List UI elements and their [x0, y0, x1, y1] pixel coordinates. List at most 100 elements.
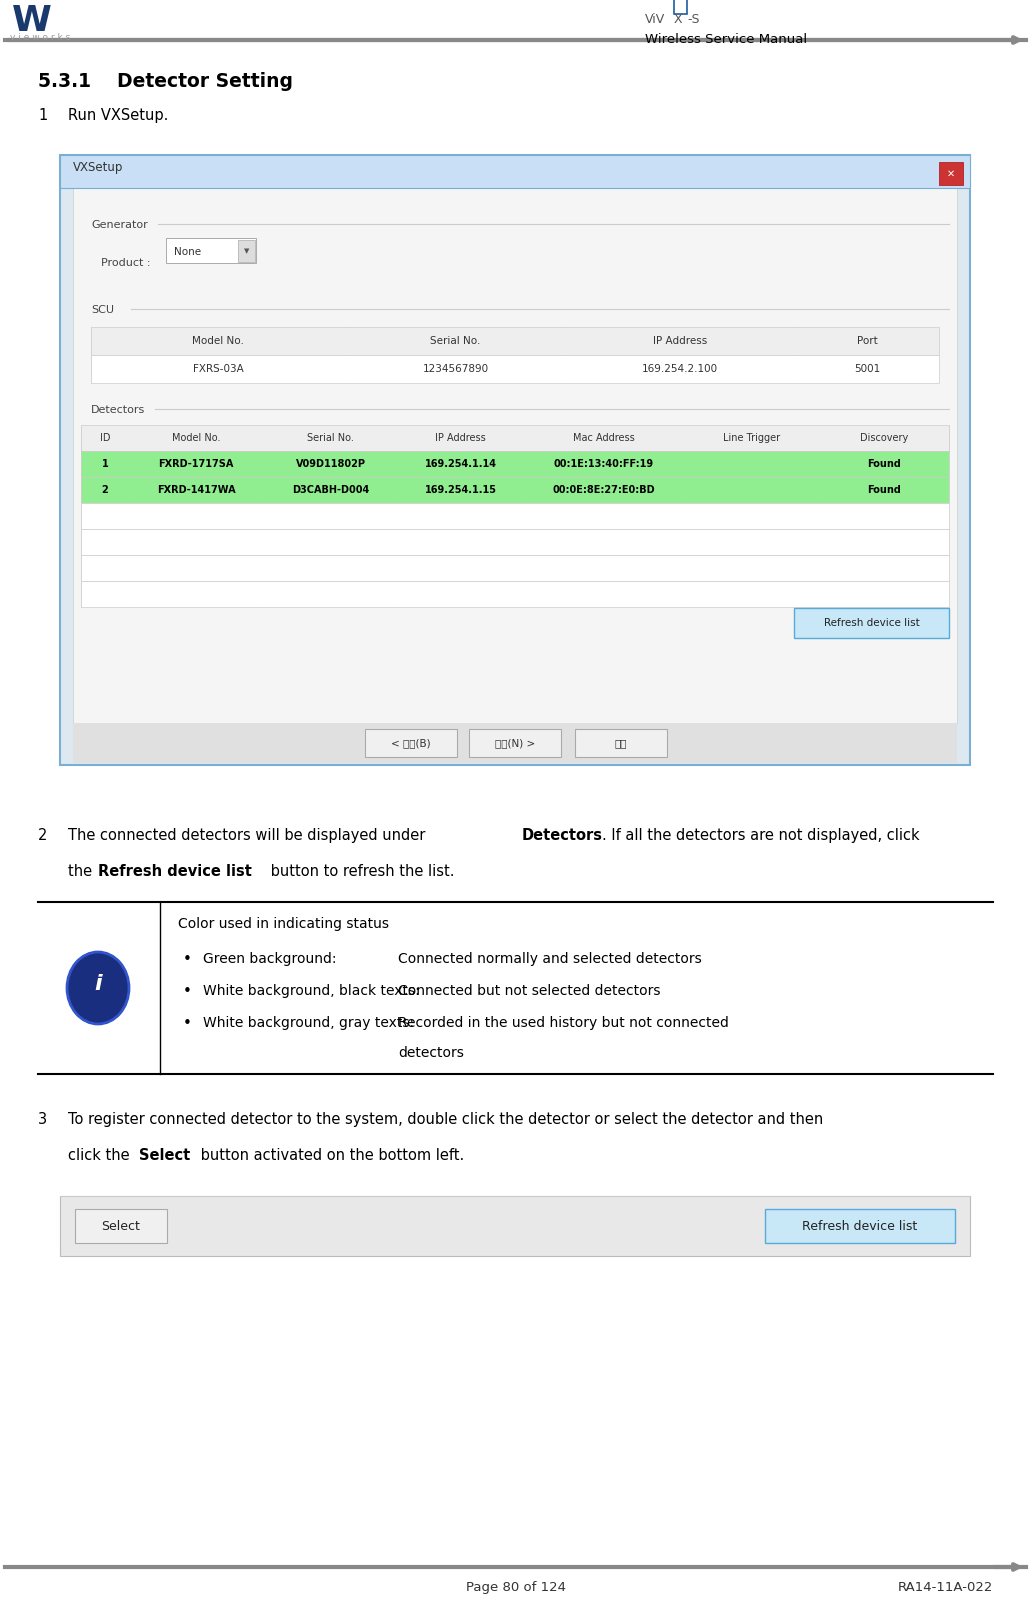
- Text: IP Address: IP Address: [435, 432, 487, 444]
- Bar: [60, 154, 970, 188]
- Text: Refresh device list: Refresh device list: [802, 1220, 918, 1233]
- Bar: [81, 529, 949, 554]
- Text: IP Address: IP Address: [654, 336, 707, 346]
- Ellipse shape: [67, 951, 129, 1024]
- Text: Select: Select: [138, 1147, 190, 1163]
- Text: Connected but not selected detectors: Connected but not selected detectors: [398, 983, 661, 998]
- Text: 취소: 취소: [614, 738, 627, 747]
- Text: ID: ID: [100, 432, 110, 444]
- Text: 5001: 5001: [854, 365, 880, 374]
- Bar: [81, 503, 949, 529]
- Text: i: i: [94, 974, 102, 995]
- Text: Page 80 of 124: Page 80 of 124: [466, 1581, 565, 1594]
- Text: 2: 2: [38, 828, 47, 844]
- Bar: [575, 730, 667, 757]
- Bar: [75, 1208, 167, 1242]
- Text: Green background:: Green background:: [203, 951, 336, 966]
- Bar: [81, 554, 949, 582]
- Text: Port: Port: [857, 336, 877, 346]
- Bar: [73, 723, 957, 763]
- Text: RA14-11A-022: RA14-11A-022: [898, 1581, 993, 1594]
- Bar: [238, 239, 255, 262]
- Text: 1: 1: [38, 108, 47, 124]
- Text: To register connected detector to the system, double click the detector or selec: To register connected detector to the sy…: [68, 1112, 823, 1127]
- Text: Connected normally and selected detectors: Connected normally and selected detector…: [398, 951, 702, 966]
- Text: 1234567890: 1234567890: [423, 365, 489, 374]
- Text: Generator: Generator: [91, 220, 147, 230]
- Text: 1: 1: [101, 460, 108, 469]
- Text: ViV: ViV: [645, 13, 665, 26]
- Bar: [81, 477, 949, 503]
- Text: Select: Select: [102, 1220, 140, 1233]
- Text: Detectors: Detectors: [91, 405, 145, 415]
- Bar: [794, 607, 949, 638]
- Text: 169.254.2.100: 169.254.2.100: [642, 365, 719, 374]
- Text: W: W: [12, 3, 52, 39]
- Text: •: •: [182, 1016, 192, 1032]
- Text: -S: -S: [687, 13, 699, 26]
- Text: None: None: [174, 246, 201, 257]
- Text: Refresh device list: Refresh device list: [824, 619, 920, 628]
- Bar: [81, 582, 949, 607]
- Text: SCU: SCU: [91, 305, 114, 315]
- Text: FXRS-03A: FXRS-03A: [193, 365, 243, 374]
- Text: 169.254.1.15: 169.254.1.15: [425, 485, 497, 495]
- Text: . If all the detectors are not displayed, click: . If all the detectors are not displayed…: [602, 828, 920, 844]
- Bar: [81, 452, 949, 477]
- Text: Run VXSetup.: Run VXSetup.: [68, 108, 168, 124]
- Text: Refresh device list: Refresh device list: [98, 865, 252, 879]
- Text: button to refresh the list.: button to refresh the list.: [266, 865, 455, 879]
- Text: Model No.: Model No.: [172, 432, 221, 444]
- Text: Serial No.: Serial No.: [307, 432, 354, 444]
- Text: 169.254.1.14: 169.254.1.14: [425, 460, 497, 469]
- Bar: [365, 730, 457, 757]
- Bar: [469, 730, 561, 757]
- Text: Found: Found: [867, 485, 901, 495]
- Text: D3CABH-D004: D3CABH-D004: [292, 485, 369, 495]
- Bar: [81, 424, 949, 452]
- Text: click the: click the: [68, 1147, 134, 1163]
- Text: White background, gray texts:: White background, gray texts:: [203, 1016, 414, 1030]
- Text: •: •: [182, 983, 192, 1000]
- Text: The connected detectors will be displayed under: The connected detectors will be displaye…: [68, 828, 430, 844]
- Bar: [166, 238, 256, 264]
- Text: VXSetup: VXSetup: [73, 161, 124, 174]
- Text: V09D11802P: V09D11802P: [296, 460, 366, 469]
- Text: FXRD-1717SA: FXRD-1717SA: [159, 460, 234, 469]
- Text: FXRD-1417WA: FXRD-1417WA: [157, 485, 235, 495]
- Text: Model No.: Model No.: [192, 336, 244, 346]
- Bar: [765, 1208, 955, 1242]
- Text: 00:0E:8E:27:E0:BD: 00:0E:8E:27:E0:BD: [553, 485, 656, 495]
- Text: ✕: ✕: [946, 169, 955, 178]
- Text: v i e w o r k s: v i e w o r k s: [10, 34, 70, 42]
- Text: Line Trigger: Line Trigger: [723, 432, 780, 444]
- Text: Product :: Product :: [101, 259, 151, 268]
- Text: White background, black texts:: White background, black texts:: [203, 983, 420, 998]
- Text: •: •: [182, 951, 192, 967]
- Bar: [91, 355, 939, 382]
- Text: 5.3.1    Detector Setting: 5.3.1 Detector Setting: [38, 72, 293, 92]
- Text: X: X: [673, 13, 683, 26]
- Text: 2: 2: [101, 485, 108, 495]
- Bar: [73, 188, 957, 723]
- Bar: [91, 326, 939, 355]
- Text: Color used in indicating status: Color used in indicating status: [178, 918, 389, 930]
- Bar: [60, 1196, 970, 1257]
- Bar: [673, 0, 687, 13]
- Text: Mac Address: Mac Address: [573, 432, 635, 444]
- Text: Serial No.: Serial No.: [431, 336, 480, 346]
- Bar: [939, 162, 963, 185]
- Bar: [60, 154, 970, 765]
- Text: 3: 3: [38, 1112, 47, 1127]
- Text: detectors: detectors: [398, 1046, 464, 1061]
- Text: < 뒤로(B): < 뒤로(B): [391, 738, 431, 747]
- Text: Detectors: Detectors: [522, 828, 602, 844]
- Text: button activated on the bottom left.: button activated on the bottom left.: [196, 1147, 464, 1163]
- Text: 00:1E:13:40:FF:19: 00:1E:13:40:FF:19: [554, 460, 654, 469]
- Text: Discovery: Discovery: [860, 432, 908, 444]
- Text: the: the: [68, 865, 97, 879]
- Text: Wireless Service Manual: Wireless Service Manual: [645, 34, 807, 47]
- Text: 다음(N) >: 다음(N) >: [495, 738, 535, 747]
- Text: Found: Found: [867, 460, 901, 469]
- Text: ▼: ▼: [243, 249, 250, 254]
